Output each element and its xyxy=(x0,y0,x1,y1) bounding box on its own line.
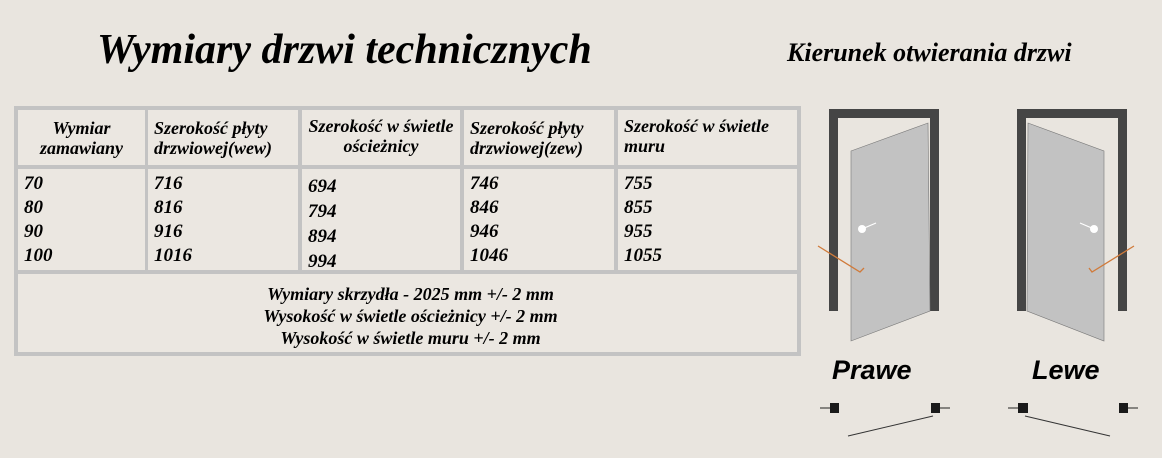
note: Wymiary skrzydła - 2025 mm +/- 2 mm xyxy=(267,284,554,304)
dimensions-table: Wymiar zamawiany Szerokość płyty drzwiow… xyxy=(14,106,801,356)
left-door-label: Lewe xyxy=(1032,355,1100,385)
value: 694 xyxy=(308,176,337,197)
value: 916 xyxy=(154,221,183,242)
left-door-plan xyxy=(1008,403,1138,437)
value: 90 xyxy=(24,221,43,242)
value: 716 xyxy=(154,173,183,194)
value: 946 xyxy=(470,221,499,242)
value: 1046 xyxy=(470,245,508,266)
opening-direction-title: Kierunek otwierania drzwi xyxy=(787,38,1072,67)
value: 746 xyxy=(470,173,499,194)
header-cell: Szerokość płyty drzwiowej(wew) xyxy=(148,110,298,165)
arrow-icon xyxy=(817,245,865,273)
right-door-illustration xyxy=(817,109,939,342)
value: 1055 xyxy=(624,245,662,266)
value: 100 xyxy=(24,245,53,266)
right-door-label: Prawe xyxy=(832,355,912,385)
value: 1016 xyxy=(154,245,192,266)
value: 855 xyxy=(624,197,653,218)
value: 846 xyxy=(470,197,499,218)
column-cell: 694 794 894 994 xyxy=(302,169,460,272)
column-cell: 746 846 946 1046 xyxy=(464,169,614,270)
value: 70 xyxy=(24,173,43,194)
left-door-illustration xyxy=(1017,109,1135,342)
header-cell: Szerokość w świetle ościeżnicy xyxy=(302,110,460,165)
value: 816 xyxy=(154,197,183,218)
page-title: Wymiary drzwi technicznych xyxy=(97,27,592,73)
value: 80 xyxy=(24,197,43,218)
column-cell: 716 816 916 1016 xyxy=(148,169,298,270)
header-cell: Szerokość w świetle muru xyxy=(618,110,797,165)
value: 794 xyxy=(308,201,337,222)
arrow-icon xyxy=(1088,245,1135,273)
note: Wysokość w świetle ościeżnicy +/- 2 mm xyxy=(263,306,558,326)
notes-cell: Wymiary skrzydła - 2025 mm +/- 2 mm Wyso… xyxy=(18,274,797,352)
value: 755 xyxy=(624,173,653,194)
value: 894 xyxy=(308,226,337,247)
note: Wysokość w świetle muru +/- 2 mm xyxy=(280,328,541,348)
value: 994 xyxy=(308,251,337,272)
right-door-plan xyxy=(820,403,950,437)
column-cell: 755 855 955 1055 xyxy=(618,169,797,270)
door-panel xyxy=(850,122,931,342)
column-cell: 70 80 90 100 xyxy=(18,169,145,270)
value: 955 xyxy=(624,221,653,242)
header-cell: Wymiar zamawiany xyxy=(18,110,145,165)
door-panel xyxy=(1026,122,1105,342)
header-cell: Szerokość płyty drzwiowej(zew) xyxy=(464,110,614,165)
